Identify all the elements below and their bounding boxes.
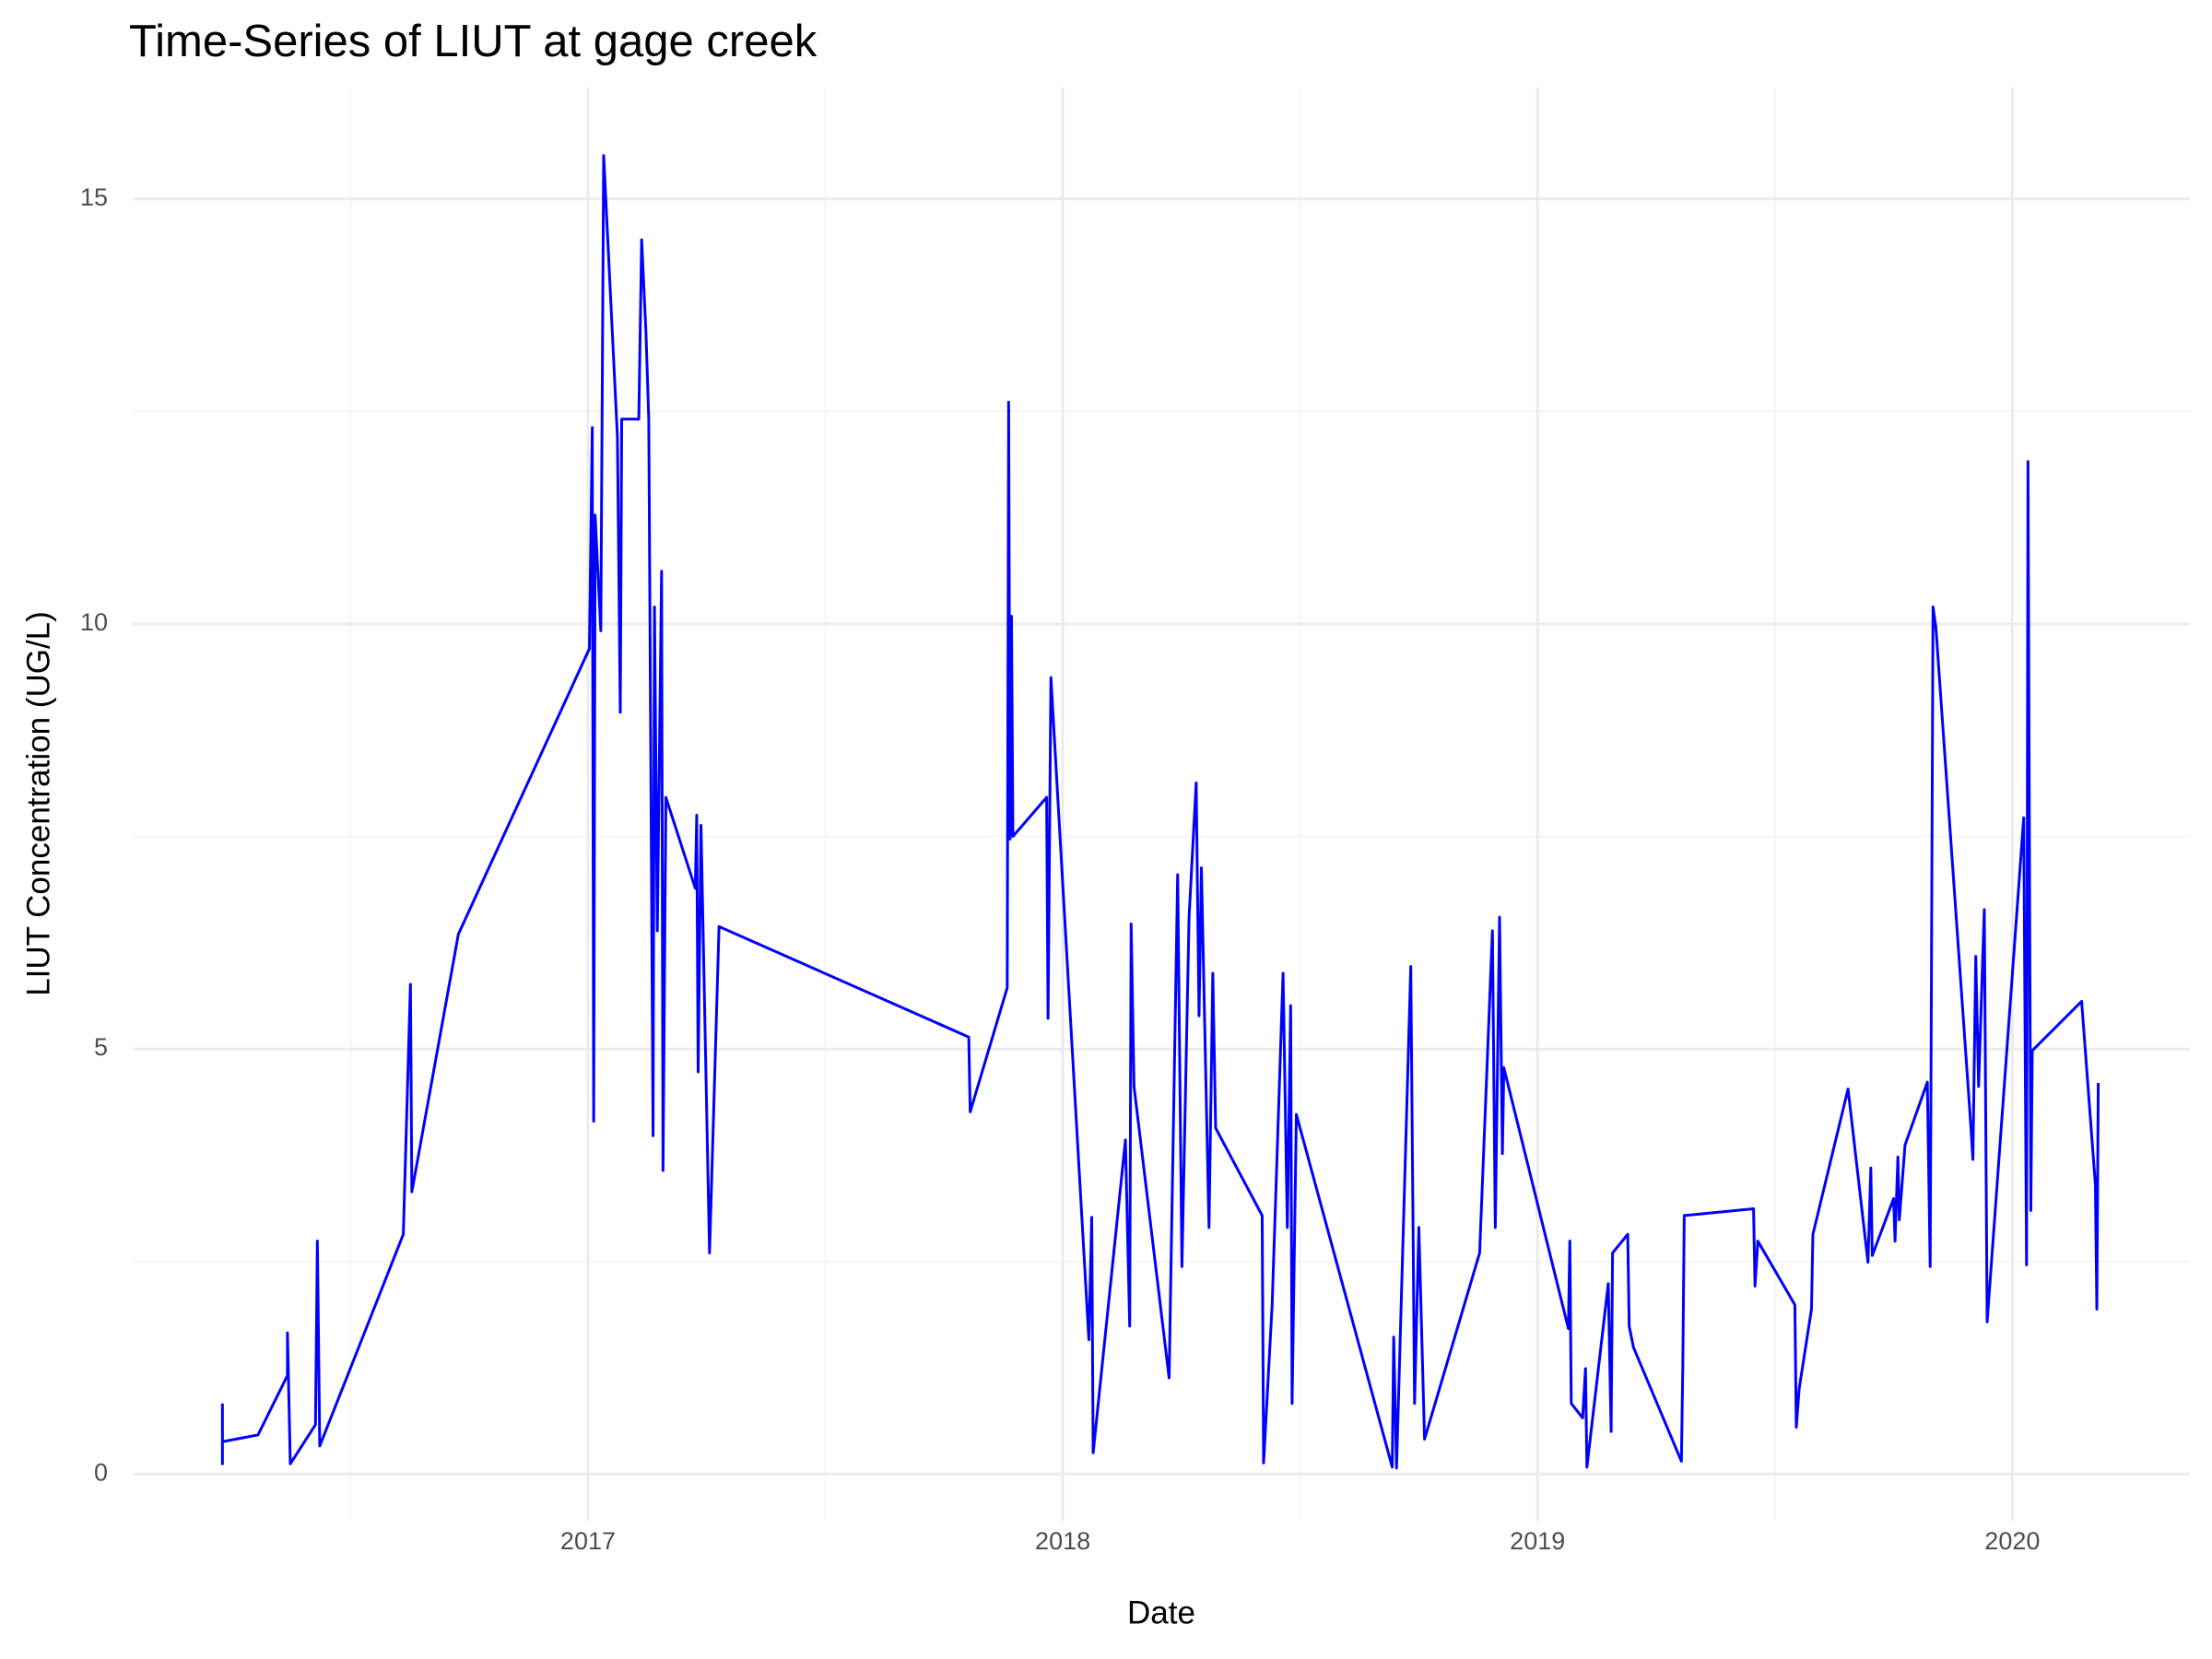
x-tick-label: 2017 bbox=[560, 1527, 616, 1555]
x-axis-title: Date bbox=[1127, 1594, 1195, 1630]
x-tick-label: 2019 bbox=[1510, 1527, 1565, 1555]
chart-title: Time-Series of LIUT at gage creek bbox=[129, 17, 818, 66]
grid bbox=[134, 88, 2190, 1521]
y-tick-label: 15 bbox=[80, 183, 108, 211]
y-tick-label: 0 bbox=[94, 1458, 108, 1486]
marks bbox=[220, 154, 2100, 1470]
y-tick-label: 10 bbox=[80, 608, 108, 636]
ticks: 0 5 10 15 2017 2018 2019 2020 bbox=[80, 183, 2040, 1555]
y-axis-title: LIUT Concentration (UG/L) bbox=[20, 611, 56, 996]
y-tick-label: 5 bbox=[94, 1033, 108, 1061]
x-tick-label: 2018 bbox=[1035, 1527, 1090, 1555]
x-tick-label: 2020 bbox=[1984, 1527, 2040, 1555]
data-line bbox=[220, 154, 2100, 1470]
